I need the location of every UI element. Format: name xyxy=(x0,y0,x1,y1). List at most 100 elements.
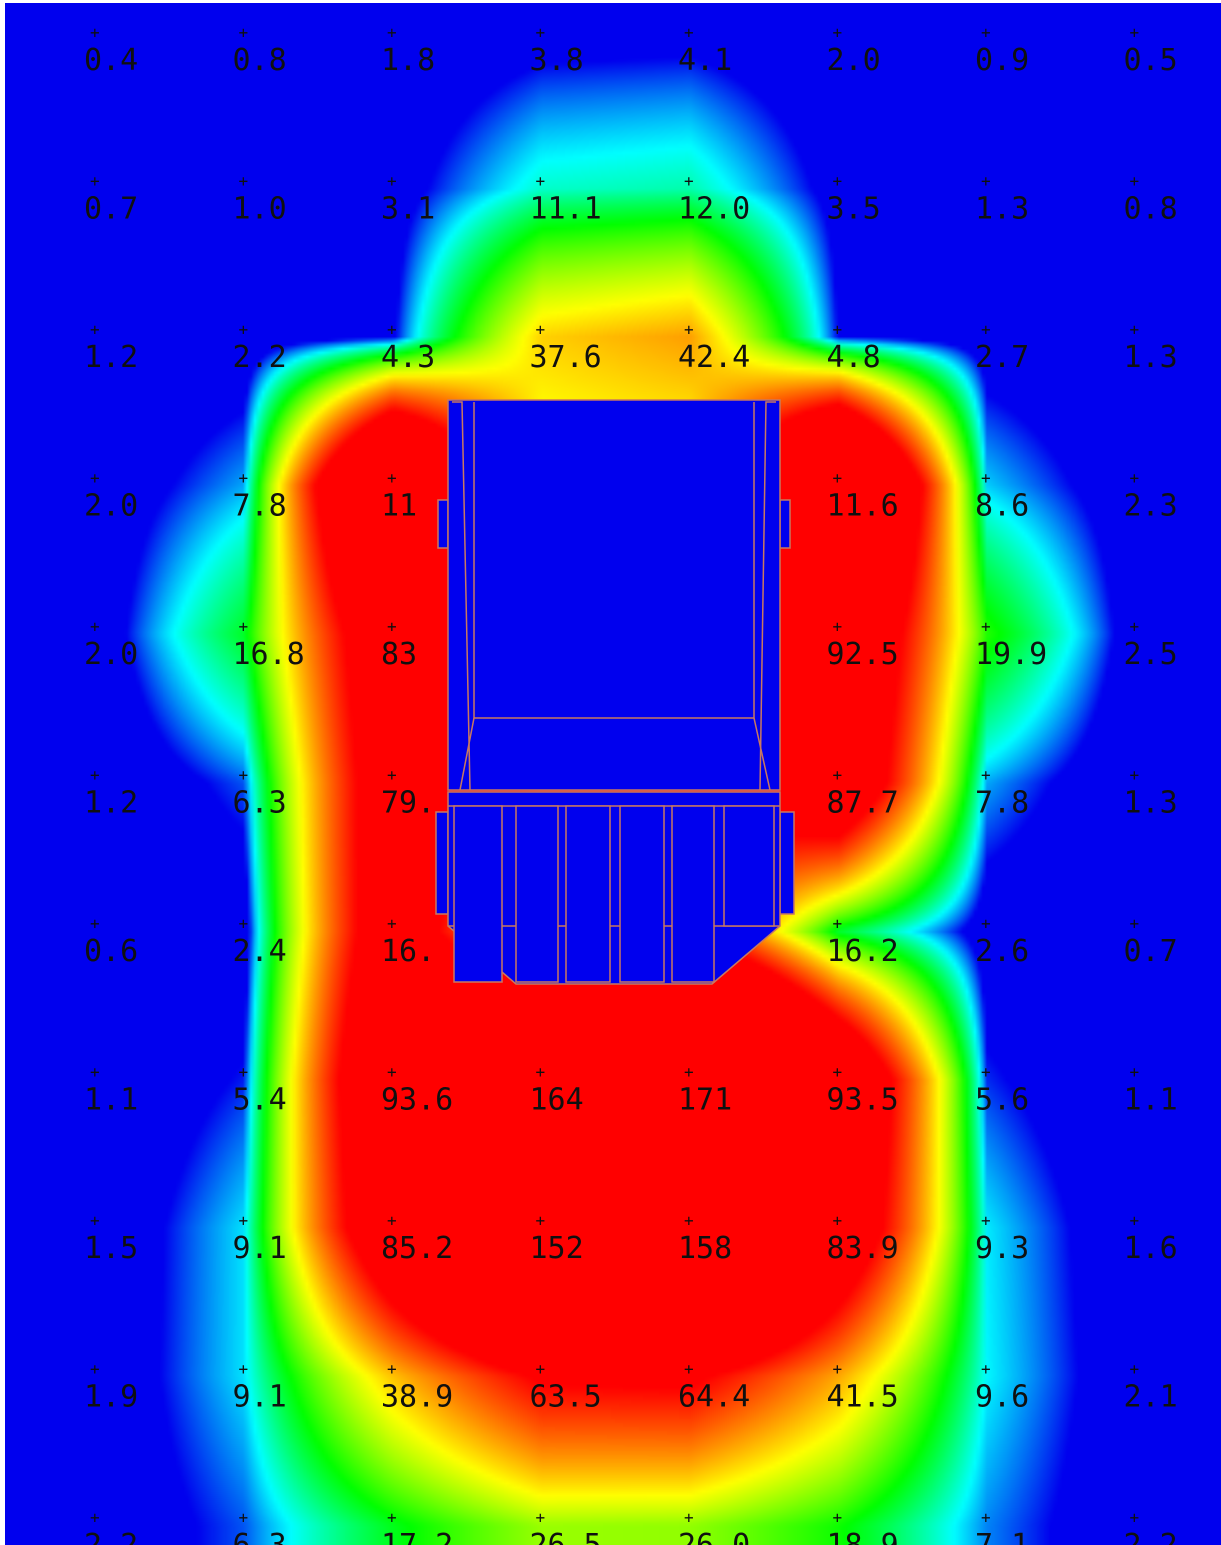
grid-marker: + xyxy=(684,1211,694,1230)
vehicle-obstacle xyxy=(435,399,795,985)
cell-value: 41.5 xyxy=(827,1380,899,1415)
grid-marker: + xyxy=(90,1063,100,1082)
cell-value: 16.2 xyxy=(827,934,899,969)
cell-value: 1.3 xyxy=(1124,340,1178,375)
cell-value: 42.4 xyxy=(678,340,750,375)
grid-marker: + xyxy=(833,1063,843,1082)
cell-value: 0.7 xyxy=(1124,934,1178,969)
cell-value: 5.6 xyxy=(975,1083,1029,1118)
grid-marker: + xyxy=(90,1360,100,1379)
grid-marker: + xyxy=(239,320,249,339)
cell-value: 2.3 xyxy=(1124,489,1178,524)
grid-marker: + xyxy=(684,23,694,42)
cell-value: 3.8 xyxy=(530,43,584,78)
cell-value: 11.6 xyxy=(827,489,899,524)
cell-value: 85.2 xyxy=(381,1231,453,1266)
cell-value: 2.1 xyxy=(1124,1380,1178,1415)
cell-value: 3.1 xyxy=(381,192,435,227)
cell-value: 0.7 xyxy=(84,192,138,227)
vehicle-cab-right-edge xyxy=(759,401,776,791)
grid-marker: + xyxy=(1130,469,1140,488)
cell-value: 19.9 xyxy=(975,637,1047,672)
grid-marker: + xyxy=(90,23,100,42)
grid-marker: + xyxy=(833,172,843,191)
cell-value: 6.3 xyxy=(233,1528,287,1545)
grid-marker: + xyxy=(239,1360,249,1379)
cell-value: 1.1 xyxy=(84,1083,138,1118)
cell-value: 1.9 xyxy=(84,1380,138,1415)
grid-marker: + xyxy=(981,1211,991,1230)
cell-value: 16. xyxy=(381,934,435,969)
grid-marker: + xyxy=(387,1508,397,1527)
cell-value: 2.5 xyxy=(1124,637,1178,672)
grid-marker: + xyxy=(239,23,249,42)
cell-value: 0.8 xyxy=(1124,192,1178,227)
cell-value: 0.6 xyxy=(84,934,138,969)
cell-value: 2.7 xyxy=(975,340,1029,375)
grid-marker: + xyxy=(981,1360,991,1379)
grid-marker: + xyxy=(1130,1508,1140,1527)
cell-value: 11.1 xyxy=(530,192,602,227)
cell-value: 9.1 xyxy=(233,1231,287,1266)
cell-value: 2.2 xyxy=(233,340,287,375)
grid-marker: + xyxy=(90,1508,100,1527)
grid-marker: + xyxy=(833,1211,843,1230)
cell-value: 93.5 xyxy=(827,1083,899,1118)
grid-marker: + xyxy=(981,1063,991,1082)
grid-marker: + xyxy=(1130,23,1140,42)
grid-marker: + xyxy=(1130,1211,1140,1230)
grid-marker: + xyxy=(239,617,249,636)
grid-marker: + xyxy=(684,1360,694,1379)
cell-value: 17.2 xyxy=(381,1528,453,1545)
grid-marker: + xyxy=(833,766,843,785)
cell-value: 9.1 xyxy=(233,1380,287,1415)
grid-marker: + xyxy=(981,469,991,488)
cell-value: 26.0 xyxy=(678,1528,750,1545)
vehicle-windshield-right xyxy=(753,717,771,791)
grid-marker: + xyxy=(90,766,100,785)
grid-marker: + xyxy=(833,1508,843,1527)
cell-value: 8.6 xyxy=(975,489,1029,524)
grid-marker: + xyxy=(981,320,991,339)
vehicle-cab-left-edge xyxy=(452,401,471,791)
grid-marker: + xyxy=(387,320,397,339)
grid-marker: + xyxy=(387,1211,397,1230)
cell-value: 1.0 xyxy=(233,192,287,227)
grid-marker: + xyxy=(239,1508,249,1527)
vehicle-right-mirror xyxy=(779,499,791,549)
cell-value: 18.9 xyxy=(827,1528,899,1545)
vehicle-rear-panel xyxy=(453,805,503,983)
cell-value: 2.2 xyxy=(1124,1528,1178,1545)
cell-value: 1.6 xyxy=(1124,1231,1178,1266)
cell-value: 5.4 xyxy=(233,1083,287,1118)
cell-value: 1.3 xyxy=(975,192,1029,227)
cell-value: 9.6 xyxy=(975,1380,1029,1415)
cell-value: 1.5 xyxy=(84,1231,138,1266)
grid-marker: + xyxy=(536,320,546,339)
vehicle-left-step xyxy=(435,811,449,915)
grid-marker: + xyxy=(90,617,100,636)
cell-value: 9.3 xyxy=(975,1231,1029,1266)
cell-value: 2.0 xyxy=(84,489,138,524)
cell-value: 7.8 xyxy=(975,786,1029,821)
cell-value: 1.2 xyxy=(84,786,138,821)
cell-value: 83.9 xyxy=(827,1231,899,1266)
grid-marker: + xyxy=(90,914,100,933)
grid-marker: + xyxy=(833,1360,843,1379)
cell-value: 64.4 xyxy=(678,1380,750,1415)
grid-marker: + xyxy=(387,172,397,191)
cell-value: 93.6 xyxy=(381,1083,453,1118)
cell-value: 6.3 xyxy=(233,786,287,821)
grid-marker: + xyxy=(1130,320,1140,339)
grid-marker: + xyxy=(536,172,546,191)
grid-marker: + xyxy=(387,914,397,933)
cell-value: 12.0 xyxy=(678,192,750,227)
grid-marker: + xyxy=(239,914,249,933)
cell-value: 0.8 xyxy=(233,43,287,78)
grid-marker: + xyxy=(1130,172,1140,191)
grid-marker: + xyxy=(387,1063,397,1082)
grid-marker: + xyxy=(833,320,843,339)
grid-marker: + xyxy=(239,766,249,785)
vehicle-rear-panel xyxy=(671,805,715,983)
